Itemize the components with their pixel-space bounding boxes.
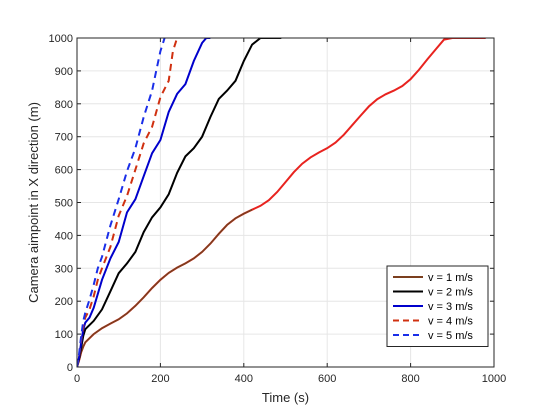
legend-label: v = 2 m/s	[428, 287, 473, 299]
legend-label: v = 1 m/s	[428, 272, 473, 284]
x-tick-label: 800	[401, 373, 419, 385]
series-line-5	[77, 38, 166, 367]
legend-label: v = 3 m/s	[428, 301, 473, 313]
y-tick-label: 700	[55, 132, 73, 144]
series-group	[77, 38, 486, 367]
y-tick-label: 500	[55, 198, 73, 210]
x-tick-label: 0	[74, 373, 80, 385]
x-tick-label: 400	[235, 373, 253, 385]
y-tick-label: 200	[55, 296, 73, 308]
y-axis-label: Camera aimpoint in X direction (m)	[26, 102, 41, 303]
x-axis-label: Time (s)	[262, 390, 309, 405]
series-line-2	[77, 38, 282, 367]
y-tick-label: 1000	[49, 33, 73, 45]
y-tick-label: 100	[55, 329, 73, 341]
y-tick-label: 300	[55, 263, 73, 275]
x-tick-label: 1000	[482, 373, 506, 385]
legend-label: v = 5 m/s	[428, 330, 473, 342]
legend: v = 1 m/s v = 2 m/s v = 3 m/s v = 4 m/s v = …	[386, 265, 489, 347]
y-tick-label: 900	[55, 66, 73, 78]
series-line-1	[77, 208, 253, 367]
y-tick-label: 800	[55, 99, 73, 111]
x-tick-label: 600	[318, 373, 336, 385]
axis-ticks: 0 200 400 600 800 1000 0 100 200 300 400 500 600 700 8…	[49, 33, 507, 385]
y-tick-label: 0	[67, 362, 73, 374]
x-tick-label: 200	[151, 373, 169, 385]
legend-label: v = 4 m/s	[428, 316, 473, 328]
y-tick-label: 400	[55, 230, 73, 242]
y-tick-label: 600	[55, 165, 73, 177]
